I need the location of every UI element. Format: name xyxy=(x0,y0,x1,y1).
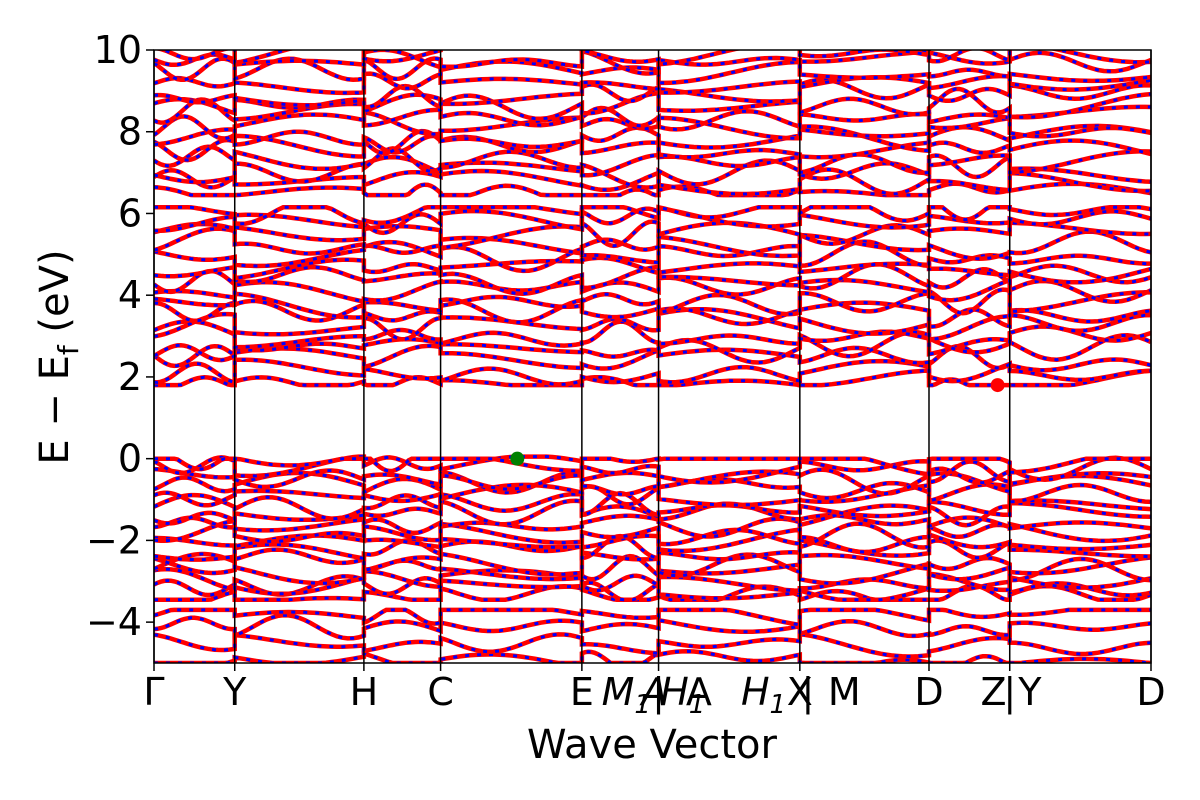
band-line-spin-down xyxy=(154,369,1151,387)
x-tick-label: A xyxy=(686,670,712,714)
band-line-spin-down xyxy=(154,205,1151,226)
band-line-spin-down xyxy=(154,256,1151,284)
x-tick-label: M xyxy=(828,670,861,714)
x-tick-label: A xyxy=(639,670,668,714)
y-tick-label: 4 xyxy=(118,273,142,317)
x-axis-title: Wave Vector xyxy=(527,722,778,768)
band-line-spin-down xyxy=(154,567,1151,596)
band-line-spin-down xyxy=(154,110,1151,141)
x-tick-label: Y xyxy=(1017,670,1042,714)
x-axis-ticks: Γ Y H C E M1A|H1A H1 X| M D Z| Y D xyxy=(143,670,1165,720)
band-line-spin-down xyxy=(154,134,1151,162)
band-line-spin-down xyxy=(154,534,1151,562)
y-tick-label: −2 xyxy=(86,518,142,562)
band-line-spin-down xyxy=(154,276,1151,304)
band-line-spin-down xyxy=(154,470,1151,500)
y-tick-label: 2 xyxy=(118,355,142,399)
band-line-spin-up xyxy=(154,319,1151,355)
x-tick-label: D xyxy=(914,670,943,714)
x-tick-label: | xyxy=(652,670,665,715)
band-line-spin-up xyxy=(154,631,1151,659)
band-line-spin-down xyxy=(154,499,1151,527)
band-line-spin-down xyxy=(154,574,1151,602)
band-line-spin-down xyxy=(154,288,1151,319)
band-line-spin-down xyxy=(154,307,1151,341)
band-lines xyxy=(154,50,1151,663)
band-line-spin-down xyxy=(154,297,1151,329)
y-tick-label: 6 xyxy=(118,191,142,235)
extrema-markers xyxy=(510,378,1005,466)
band-line-spin-up xyxy=(154,607,1151,628)
band-line-spin-up xyxy=(154,287,1151,320)
y-tick-label: 10 xyxy=(94,28,142,72)
x-tick-label: H1 xyxy=(741,670,786,720)
band-line-spin-down xyxy=(154,358,1151,386)
band-line-spin-up xyxy=(154,518,1151,550)
band-line-spin-down xyxy=(154,455,1151,485)
x-tick-label: E xyxy=(570,670,594,714)
band-line-spin-down xyxy=(154,548,1151,578)
x-tick-label: H xyxy=(350,670,379,714)
y-axis-title: E − Ef (eV) xyxy=(32,249,85,464)
band-line-spin-down xyxy=(154,482,1151,507)
y-tick-label: 0 xyxy=(118,437,142,481)
band-line-spin-up xyxy=(154,50,1151,67)
band-line-spin-down xyxy=(154,56,1151,85)
band-line-spin-down xyxy=(154,72,1151,95)
x-tick-label: | xyxy=(1003,670,1016,715)
x-tick-label: Γ xyxy=(143,670,164,714)
x-tick-label: D xyxy=(1136,670,1165,714)
plot-frame xyxy=(153,49,1152,664)
x-tick-label: Z xyxy=(981,670,1007,714)
band-line-spin-down xyxy=(154,240,1151,273)
x-tick-label: X xyxy=(787,670,813,714)
band-line-spin-down xyxy=(154,584,1151,602)
cbm-marker xyxy=(990,378,1005,393)
x-tick-label: | xyxy=(801,670,814,715)
x-tick-label: C xyxy=(427,670,454,714)
band-line-spin-up xyxy=(154,50,1151,76)
band-line-spin-down xyxy=(154,145,1151,177)
y-tick-label: 8 xyxy=(118,110,142,154)
band-line-spin-up xyxy=(154,153,1151,190)
band-line-spin-up xyxy=(154,456,1151,478)
band-line-spin-up xyxy=(154,97,1151,132)
y-tick-label: −4 xyxy=(86,600,142,644)
vbm-marker xyxy=(510,451,525,466)
band-line-spin-down xyxy=(154,632,1151,658)
band-line-spin-down xyxy=(154,552,1151,585)
band-line-spin-down xyxy=(154,262,1151,296)
y-axis-ticks: −4 −2 0 2 4 6 8 10 xyxy=(86,28,154,644)
x-tick-label: M1 xyxy=(602,670,651,720)
x-tick-label: Y xyxy=(222,670,247,714)
band-line-spin-up xyxy=(154,219,1151,251)
band-line-spin-down xyxy=(154,78,1151,109)
band-line-spin-up xyxy=(154,513,1151,539)
band-line-spin-down xyxy=(154,153,1151,190)
x-tick-label: H1 xyxy=(660,670,705,720)
band-line-spin-up xyxy=(154,613,1151,641)
band-line-spin-up xyxy=(154,329,1151,365)
band-line-spin-down xyxy=(154,344,1151,372)
